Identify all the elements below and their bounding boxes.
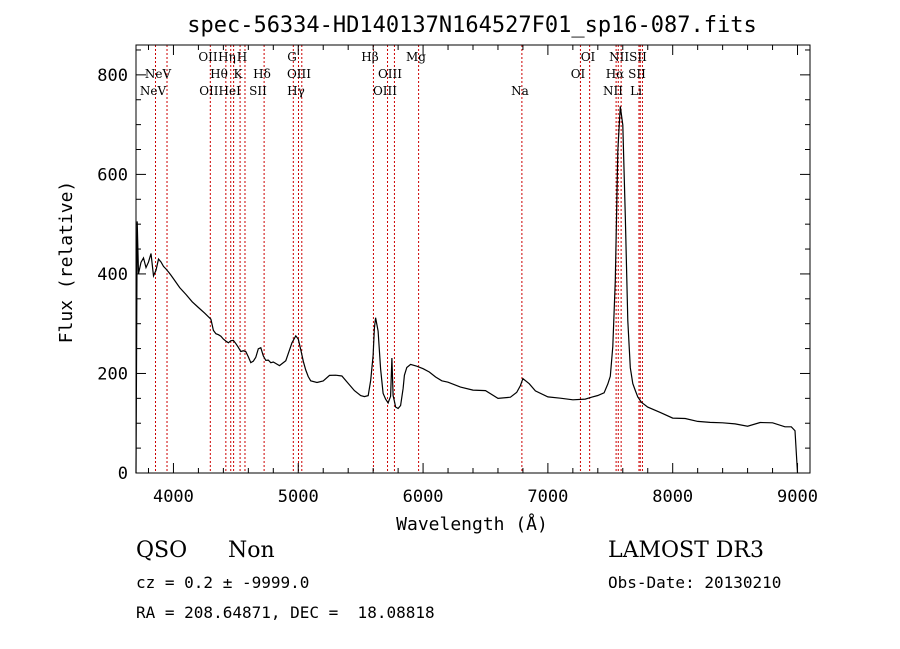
- survey-name: LAMOST DR3: [608, 538, 764, 563]
- line-label: Hβ: [361, 50, 378, 64]
- line-label: Mg: [406, 50, 426, 64]
- line-label: NIISII: [609, 50, 647, 64]
- x-tick-label: 6000: [403, 487, 444, 507]
- y-axis: 0 200 400 600 800: [97, 49, 810, 484]
- line-label: OIII: [373, 84, 397, 98]
- x-tick-label: 7000: [527, 487, 568, 507]
- y-tick-label: 800: [97, 66, 128, 86]
- emission-line-markers: [155, 45, 643, 473]
- line-label: NII: [603, 84, 623, 98]
- plot-frame: [135, 44, 811, 474]
- line-label: Hδ: [253, 67, 271, 81]
- y-tick-label: 400: [97, 265, 128, 285]
- line-label: Hα: [606, 67, 625, 81]
- object-subclass: Non: [228, 538, 275, 563]
- x-tick-label: 8000: [652, 487, 693, 507]
- line-label: Hγ: [287, 84, 305, 98]
- y-tick-label: 200: [97, 364, 128, 384]
- x-axis-label: Wavelength (Å): [396, 513, 548, 535]
- line-label: Na: [511, 84, 529, 98]
- x-tick-label: 5000: [278, 487, 319, 507]
- spectrum-line: [135, 106, 799, 474]
- line-label: Li: [630, 84, 642, 98]
- obs-date: Obs-Date: 20130210: [608, 573, 782, 592]
- y-tick-label: 600: [97, 165, 128, 185]
- line-label: SII: [628, 67, 646, 81]
- redshift-value: cz = 0.2 ± -9999.0: [136, 573, 310, 592]
- line-label: OI: [581, 50, 596, 64]
- chart-title: spec-56334-HD140137N164527F01_sp16-087.f…: [187, 13, 757, 38]
- x-tick-label: 9000: [777, 487, 818, 507]
- line-label: SII: [249, 84, 267, 98]
- line-label: G: [287, 50, 297, 64]
- line-label: OIII: [378, 67, 402, 81]
- line-label: OII: [198, 50, 218, 64]
- line-label: K: [234, 67, 244, 81]
- line-label: OIII: [287, 67, 311, 81]
- line-label: NeV: [140, 84, 167, 98]
- ra-dec: RA = 208.64871, DEC = 18.08818: [136, 603, 435, 622]
- line-label: H: [237, 50, 247, 64]
- line-label: Hθ: [210, 67, 228, 81]
- y-tick-label: 0: [118, 464, 128, 484]
- y-axis-label: Flux (relative): [56, 181, 77, 344]
- object-class: QSO: [136, 538, 188, 563]
- line-label: OIIHeI: [199, 84, 241, 98]
- x-axis: 4000 5000 6000 7000 8000 9000: [147, 45, 818, 507]
- line-label: OI: [571, 67, 586, 81]
- line-label: NeV: [145, 67, 172, 81]
- line-label: Hη: [218, 50, 236, 64]
- x-tick-label: 4000: [153, 487, 194, 507]
